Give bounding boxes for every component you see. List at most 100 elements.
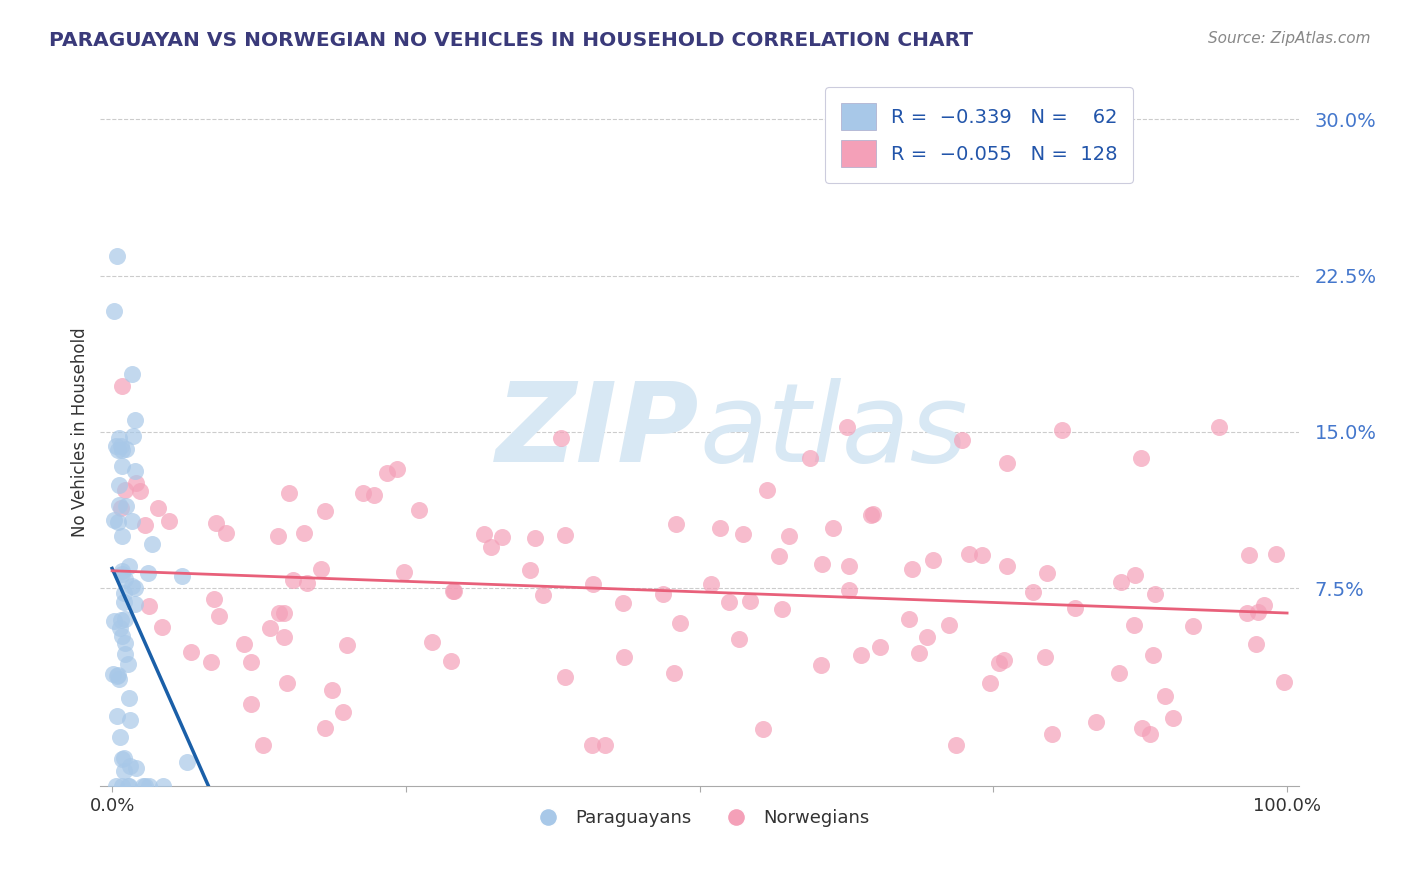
Point: [202, 592, 225, 607]
Point: [375, 467, 398, 481]
Point: [111, 443, 134, 458]
Point: [110, 500, 132, 515]
Point: [491, 530, 513, 544]
Point: [915, 630, 938, 644]
Text: Source: ZipAtlas.com: Source: ZipAtlas.com: [1208, 31, 1371, 46]
Point: [733, 526, 755, 541]
Point: [118, 713, 141, 727]
Point: [252, 738, 274, 752]
Point: [107, 515, 129, 529]
Point: [134, 780, 156, 794]
Point: [108, 730, 131, 744]
Point: [420, 635, 443, 649]
Point: [110, 780, 132, 794]
Point: [859, 508, 882, 523]
Point: [111, 566, 134, 581]
Point: [1040, 727, 1063, 741]
Point: [665, 517, 688, 532]
Point: [770, 602, 793, 616]
Point: [332, 706, 354, 720]
Point: [124, 581, 146, 595]
Point: [112, 594, 135, 608]
Point: [1244, 637, 1267, 651]
Point: [554, 670, 576, 684]
Point: [239, 655, 262, 669]
Point: [176, 755, 198, 769]
Point: [110, 613, 132, 627]
Point: [582, 577, 605, 591]
Point: [945, 738, 967, 752]
Point: [117, 657, 139, 672]
Point: [1139, 727, 1161, 741]
Point: [152, 780, 174, 794]
Point: [104, 440, 127, 454]
Point: [394, 565, 416, 579]
Point: [292, 526, 315, 541]
Point: [114, 483, 136, 498]
Point: [134, 517, 156, 532]
Point: [837, 419, 859, 434]
Point: [995, 456, 1018, 470]
Point: [755, 483, 778, 497]
Point: [441, 584, 464, 599]
Point: [108, 477, 131, 491]
Point: [118, 780, 141, 794]
Point: [215, 525, 238, 540]
Point: [1265, 548, 1288, 562]
Point: [664, 665, 686, 680]
Point: [1239, 549, 1261, 563]
Point: [180, 645, 202, 659]
Point: [669, 615, 692, 630]
Point: [150, 620, 173, 634]
Point: [1085, 715, 1108, 730]
Point: [613, 649, 636, 664]
Point: [277, 485, 299, 500]
Point: [105, 249, 128, 263]
Point: [811, 557, 834, 571]
Point: [136, 566, 159, 580]
Point: [295, 576, 318, 591]
Point: [1036, 566, 1059, 580]
Point: [200, 655, 222, 669]
Point: [363, 488, 385, 502]
Point: [550, 431, 572, 445]
Point: [1144, 586, 1167, 600]
Point: [950, 433, 973, 447]
Point: [524, 531, 547, 545]
Point: [124, 464, 146, 478]
Point: [108, 498, 131, 512]
Point: [1063, 601, 1085, 615]
Point: [1109, 574, 1132, 589]
Point: [314, 504, 336, 518]
Point: [115, 442, 138, 456]
Point: [336, 638, 359, 652]
Point: [1129, 450, 1152, 465]
Point: [581, 738, 603, 752]
Point: [1142, 648, 1164, 663]
Point: [108, 672, 131, 686]
Point: [118, 691, 141, 706]
Point: [114, 612, 136, 626]
Point: [121, 514, 143, 528]
Point: [114, 635, 136, 649]
Point: [267, 606, 290, 620]
Point: [897, 612, 920, 626]
Text: ZIP: ZIP: [496, 378, 700, 485]
Point: [138, 599, 160, 613]
Point: [111, 379, 134, 393]
Point: [121, 368, 143, 382]
Point: [103, 304, 125, 318]
Point: [129, 484, 152, 499]
Point: [1050, 423, 1073, 437]
Point: [110, 459, 132, 474]
Point: [1161, 711, 1184, 725]
Point: [849, 648, 872, 663]
Point: [267, 529, 290, 543]
Point: [138, 780, 160, 794]
Point: [114, 647, 136, 661]
Point: [554, 528, 576, 542]
Point: [869, 640, 891, 655]
Point: [908, 646, 931, 660]
Point: [700, 577, 723, 591]
Point: [995, 559, 1018, 574]
